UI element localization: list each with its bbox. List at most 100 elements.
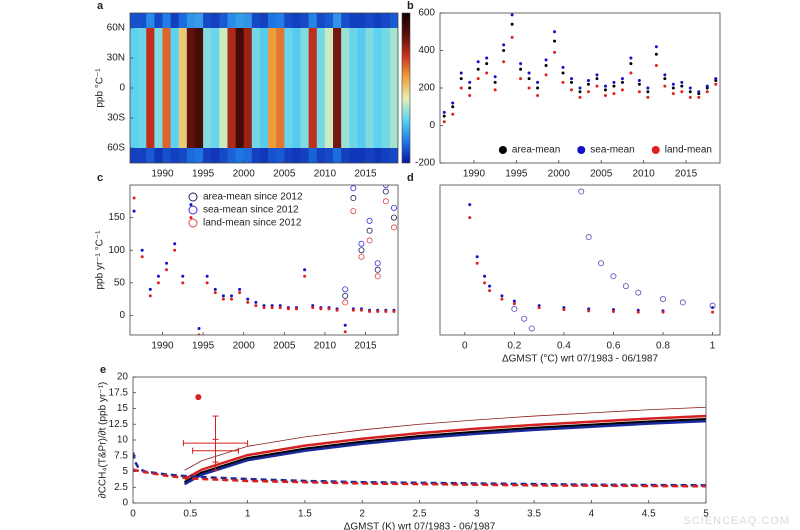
x-tick-label: 2015 <box>354 341 377 352</box>
data-point <box>254 304 258 308</box>
data-point <box>570 77 574 81</box>
data-point <box>688 95 692 99</box>
data-point <box>238 291 242 295</box>
data-point <box>654 64 658 67</box>
x-tick-label: 0 <box>462 341 468 352</box>
data-point <box>629 71 633 75</box>
data-point <box>603 94 607 97</box>
heatmap-cell <box>284 148 293 163</box>
data-point <box>671 82 675 86</box>
data-point <box>709 302 716 309</box>
data-point <box>714 77 718 81</box>
data-point <box>603 88 607 92</box>
legend-label: land-mean <box>665 145 712 156</box>
data-point <box>603 84 607 88</box>
heatmap-cell <box>324 148 334 163</box>
panel: a 1990 1995 2000 2005 2010 2015 60S 30S 0 30N 60N pp… <box>95 0 411 180</box>
heatmap-cell <box>154 13 163 28</box>
y-tick-label: 0 <box>119 310 125 321</box>
data-point <box>488 284 492 288</box>
y-tick-label: 400 <box>418 45 435 56</box>
data-point <box>553 39 557 43</box>
data-point <box>197 326 201 330</box>
data-line <box>183 419 706 486</box>
data-point <box>519 62 523 66</box>
data-point <box>697 90 701 94</box>
plot-frame <box>132 376 707 504</box>
data-point <box>562 308 566 312</box>
data-point <box>327 307 331 311</box>
heatmap-cell <box>154 148 163 163</box>
legend-marker <box>498 146 507 154</box>
heatmap-cell <box>316 148 326 163</box>
data-point <box>483 281 487 285</box>
heatmap-cell <box>170 148 180 163</box>
data-point <box>635 289 642 296</box>
x-tick-label: 1 <box>245 509 251 520</box>
x-tick-label: 1 <box>710 341 716 352</box>
heatmap-cell <box>130 148 139 163</box>
data-point <box>612 84 616 88</box>
x-tick-label: 3.5 <box>527 509 541 520</box>
data-point <box>654 52 658 56</box>
heatmap-cell <box>349 13 358 28</box>
x-axis-label: ΔGMST (°C) wrt 07/1983 - 06/1987 <box>502 354 659 365</box>
data-point <box>553 50 557 54</box>
data-line <box>183 417 706 484</box>
data-point <box>663 77 667 81</box>
data-point <box>451 112 455 116</box>
data-point <box>451 101 455 105</box>
y-axis-label: ppb yr⁻¹ °C⁻¹ <box>95 230 106 290</box>
heatmap-cell <box>365 13 374 28</box>
data-point <box>483 274 487 278</box>
legend-marker <box>188 205 198 215</box>
data-point <box>213 291 217 295</box>
heatmap-cell <box>276 148 285 163</box>
data-point <box>181 274 185 278</box>
heatmap-cell <box>268 13 277 28</box>
x-tick-label: 2.5 <box>413 509 427 520</box>
data-point <box>156 281 160 285</box>
data-point <box>165 261 169 265</box>
data-point <box>586 90 590 94</box>
data-point <box>358 253 365 260</box>
data-point <box>527 77 531 81</box>
y-tick-label: 150 <box>108 212 125 223</box>
data-point <box>519 77 523 81</box>
heatmap-cell <box>170 28 180 148</box>
heatmap-cell <box>162 13 171 28</box>
heatmap-cell <box>389 28 398 148</box>
data-point <box>468 80 472 84</box>
heatmap-cell <box>333 28 342 148</box>
data-point <box>622 283 629 290</box>
panel: e 0 0.5 1 1.5 2 2.5 3 3.5 4 4.5 5 0 2.5 5 7.5 10 12.5 15 17… <box>98 364 710 530</box>
y-tick-label: 30N <box>107 53 125 64</box>
data-point <box>570 80 574 84</box>
data-point <box>205 281 209 285</box>
heatmap-cell <box>162 28 171 148</box>
data-point <box>366 227 373 234</box>
data-point <box>132 209 136 213</box>
data-point <box>205 274 209 278</box>
data-point <box>661 310 665 314</box>
data-point <box>521 315 528 322</box>
data-point <box>485 56 489 60</box>
legend-marker <box>188 218 198 228</box>
x-tick-label: 4.5 <box>642 509 656 520</box>
x-tick-label: 0.8 <box>656 341 670 352</box>
heatmap-cell <box>373 148 383 163</box>
heatmap-cell <box>227 13 236 28</box>
data-point <box>230 294 234 298</box>
heatmap-cell <box>381 148 391 163</box>
data-line <box>184 406 706 471</box>
data-point <box>351 308 355 312</box>
heatmap-cell <box>349 148 358 163</box>
data-point <box>173 248 177 252</box>
data-point <box>376 310 380 314</box>
heatmap-cell <box>211 13 220 28</box>
data-point <box>335 308 339 312</box>
heatmap-cell <box>341 28 350 148</box>
y-tick-label: 7.5 <box>114 450 128 461</box>
data-point <box>342 292 349 299</box>
data-point <box>511 305 518 312</box>
